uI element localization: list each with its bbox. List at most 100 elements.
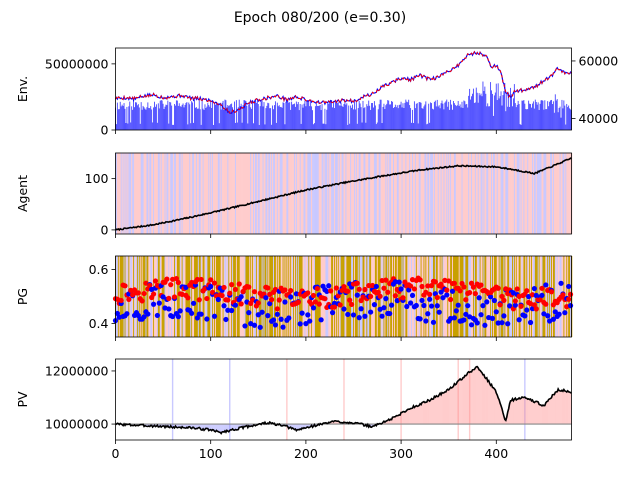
volume-bar	[168, 123, 170, 130]
pg-band	[148, 256, 150, 337]
volume-bar	[120, 106, 122, 130]
volume-bar	[293, 104, 294, 130]
action-band	[171, 153, 173, 234]
volume-bar	[286, 100, 288, 130]
volume-bar	[137, 104, 139, 130]
volume-bar	[236, 122, 238, 130]
volume-bar	[295, 101, 297, 130]
pg-point-red	[567, 291, 574, 297]
pv-fill	[433, 397, 435, 425]
pv-fill	[408, 409, 410, 425]
volume-bar	[384, 109, 386, 130]
action-band	[261, 153, 263, 234]
pv-fill	[222, 424, 224, 432]
pv-fill	[180, 424, 182, 428]
volume-bar	[447, 106, 449, 130]
pv-fill	[250, 424, 252, 427]
volume-bar	[364, 107, 366, 130]
pg-point-blue	[493, 309, 499, 315]
pv-fill	[464, 375, 467, 425]
volume-bar	[492, 115, 494, 130]
pv-fill	[210, 424, 212, 431]
pg-band	[122, 256, 124, 337]
action-band	[157, 153, 160, 234]
pv-fill	[557, 390, 559, 425]
action-band	[202, 153, 204, 234]
volume-bar	[195, 107, 197, 130]
pg-point-blue	[406, 287, 412, 293]
volume-bar	[483, 91, 485, 130]
volume-bar	[565, 124, 567, 130]
pv-fill	[232, 424, 234, 430]
action-band	[271, 153, 273, 234]
pg-band	[486, 256, 488, 337]
pv-fill	[515, 399, 517, 425]
action-band	[377, 153, 380, 234]
volume-bar	[225, 100, 227, 130]
pg-point-red	[150, 291, 157, 297]
pg-band	[548, 256, 550, 337]
action-band	[555, 153, 558, 234]
pg-band	[294, 256, 297, 337]
action-band	[234, 153, 236, 234]
pg-band	[243, 256, 245, 337]
volume-bar	[153, 107, 155, 130]
pg-band	[155, 256, 158, 337]
action-band	[502, 153, 504, 234]
pv-fill	[539, 404, 541, 425]
pv-fill	[434, 396, 436, 425]
pv-fill	[518, 398, 520, 425]
action-band	[409, 153, 411, 234]
pg-point-blue	[529, 306, 536, 312]
action-band	[332, 153, 334, 234]
volume-bar	[493, 95, 495, 130]
pv-fill	[538, 403, 540, 425]
pg-point-red	[314, 285, 320, 292]
volume-bar	[184, 104, 186, 130]
pg-point-red	[265, 285, 271, 291]
pv-fill	[209, 424, 211, 430]
pv-fill	[501, 407, 503, 425]
volume-bar	[442, 103, 444, 130]
pv-fill	[161, 424, 163, 427]
action-band	[541, 153, 543, 234]
pv-fill	[176, 424, 178, 428]
pg-point-red	[444, 287, 450, 293]
pg-point-red	[442, 277, 448, 283]
volume-bar	[518, 104, 520, 130]
pg-band	[383, 256, 385, 337]
pg-band	[398, 256, 400, 337]
volume-bar	[251, 108, 253, 130]
volume-bar	[378, 104, 380, 130]
pv-fill	[482, 374, 485, 425]
pv-fill	[416, 405, 418, 425]
action-band	[405, 153, 407, 234]
action-band	[445, 153, 447, 234]
pg-band	[329, 256, 331, 337]
action-band	[391, 153, 393, 234]
action-band	[278, 153, 281, 234]
pv-fill	[426, 400, 429, 425]
pv-fill	[424, 402, 427, 425]
pg-band	[493, 256, 496, 337]
pg-point-blue	[505, 321, 511, 327]
pv-fill	[421, 403, 423, 425]
pv-fill	[431, 398, 433, 425]
volume-bar	[241, 122, 243, 130]
action-band	[165, 153, 167, 234]
volume-bar	[491, 90, 492, 130]
pg-band	[341, 256, 343, 337]
action-band	[197, 153, 200, 234]
action-band	[528, 153, 530, 234]
pg-band	[258, 256, 261, 337]
action-band	[463, 153, 465, 234]
action-band	[254, 153, 256, 234]
pg-point-blue	[272, 322, 279, 328]
action-band	[442, 153, 444, 234]
pv-fill	[400, 413, 402, 425]
pg-point-blue	[150, 301, 157, 307]
action-band	[263, 153, 265, 234]
action-band	[243, 153, 245, 234]
pv-fill	[244, 424, 247, 427]
action-band	[355, 153, 358, 234]
